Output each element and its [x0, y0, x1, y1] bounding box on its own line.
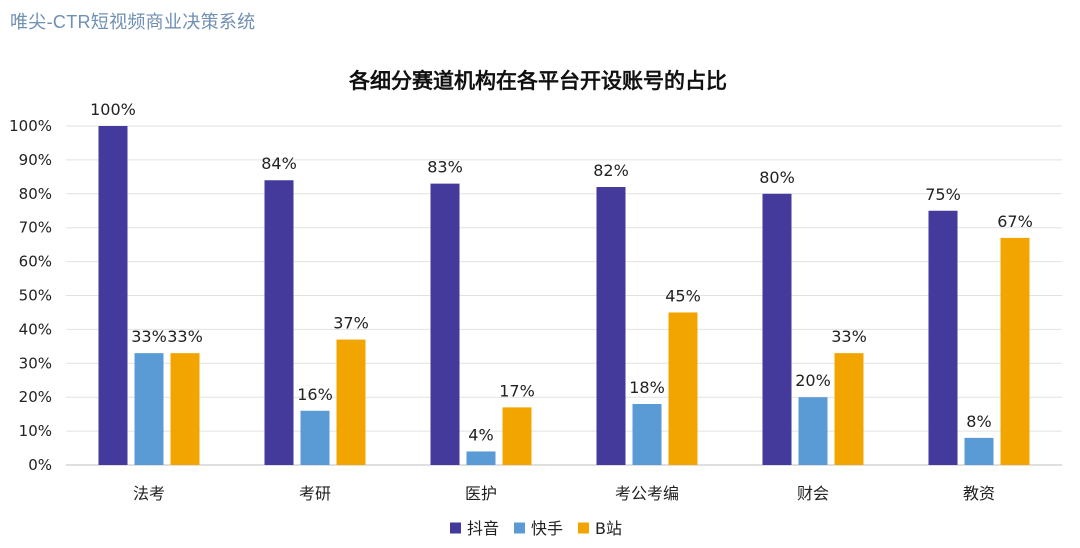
y-tick-label: 60% [19, 253, 52, 271]
y-tick-label: 0% [28, 456, 52, 474]
category-group: 84% 16% 37% [261, 154, 369, 466]
legend-swatch [578, 522, 589, 534]
bar [502, 407, 532, 465]
chart-title: 各细分赛道机构在各平台开设账号的占比 [348, 69, 727, 93]
bar [632, 403, 662, 465]
y-tick-label: 10% [19, 422, 52, 440]
data-label: 33% [131, 327, 167, 346]
bar [1000, 237, 1030, 465]
bar [336, 339, 366, 465]
legend-item: 抖音 [450, 519, 499, 538]
y-axis: 0% 10% 20% 30% 40% 50% 60% 70% 80% 90% 100% [9, 117, 52, 474]
data-label: 82% [593, 161, 629, 180]
legend-label: 抖音 [467, 519, 499, 538]
data-label: 84% [261, 154, 297, 173]
legend-swatch [514, 522, 525, 534]
category-label: 教资 [963, 484, 995, 503]
legend-label: B站 [595, 519, 622, 538]
legend: 抖音 快手 B站 [450, 519, 622, 538]
data-label: 4% [468, 425, 493, 444]
bar [170, 353, 200, 465]
bar [668, 312, 698, 465]
bar [134, 353, 164, 465]
gridlines [66, 125, 1062, 466]
bar [264, 180, 294, 466]
category-label: 考研 [299, 484, 331, 503]
data-label: 20% [795, 371, 831, 390]
legend-label: 快手 [531, 519, 563, 538]
data-label: 80% [759, 168, 795, 187]
data-label: 75% [925, 185, 961, 204]
legend-item: B站 [578, 519, 622, 538]
data-label: 16% [297, 385, 333, 404]
bar [762, 193, 792, 466]
data-label: 100% [90, 100, 136, 119]
category-group: 82% 18% 45% [593, 161, 701, 465]
brand-title: 唯尖-CTR短视频商业决策系统 [10, 12, 256, 32]
bar [964, 437, 994, 465]
x-axis: 法考 考研 医护 考公考编 财会 教资 [133, 484, 995, 503]
y-tick-label: 90% [19, 151, 52, 169]
category-label: 法考 [133, 484, 165, 503]
data-label: 33% [167, 327, 203, 346]
y-tick-label: 50% [19, 287, 52, 305]
bars: 100%33% 33%84%16%37%83%4%17%82%18%45%80%2… [90, 100, 1033, 466]
data-label: 37% [333, 314, 369, 333]
legend-swatch [450, 522, 461, 534]
data-label: 67% [997, 212, 1033, 231]
y-tick-label: 100% [9, 117, 52, 135]
bar [834, 353, 864, 465]
category-group: 83% 4% 17% [427, 158, 535, 465]
y-tick-label: 20% [19, 388, 52, 406]
category-label: 医护 [465, 484, 497, 503]
bar [98, 126, 128, 465]
category-label: 财会 [797, 484, 829, 503]
legend-item: 快手 [514, 519, 563, 538]
y-tick-label: 40% [19, 320, 52, 338]
y-tick-label: 30% [19, 354, 52, 372]
bar [466, 451, 496, 465]
data-label: 18% [629, 378, 665, 397]
category-label: 考公考编 [615, 484, 679, 503]
data-label: 8% [966, 412, 991, 431]
bar [300, 410, 330, 465]
category-group: 80% 20% 33% [759, 168, 867, 466]
bar [596, 187, 626, 465]
category-group: 75% 8% 67% [925, 185, 1033, 465]
y-tick-label: 80% [19, 185, 52, 203]
y-tick-label: 70% [19, 219, 52, 237]
bar [928, 210, 958, 465]
bar [430, 183, 460, 465]
data-label: 33% [831, 327, 867, 346]
data-label: 17% [499, 381, 535, 400]
category-group: 100% 33% 33% [90, 100, 203, 465]
bar [798, 397, 828, 465]
data-label: 45% [665, 286, 701, 305]
data-label: 83% [427, 158, 463, 177]
